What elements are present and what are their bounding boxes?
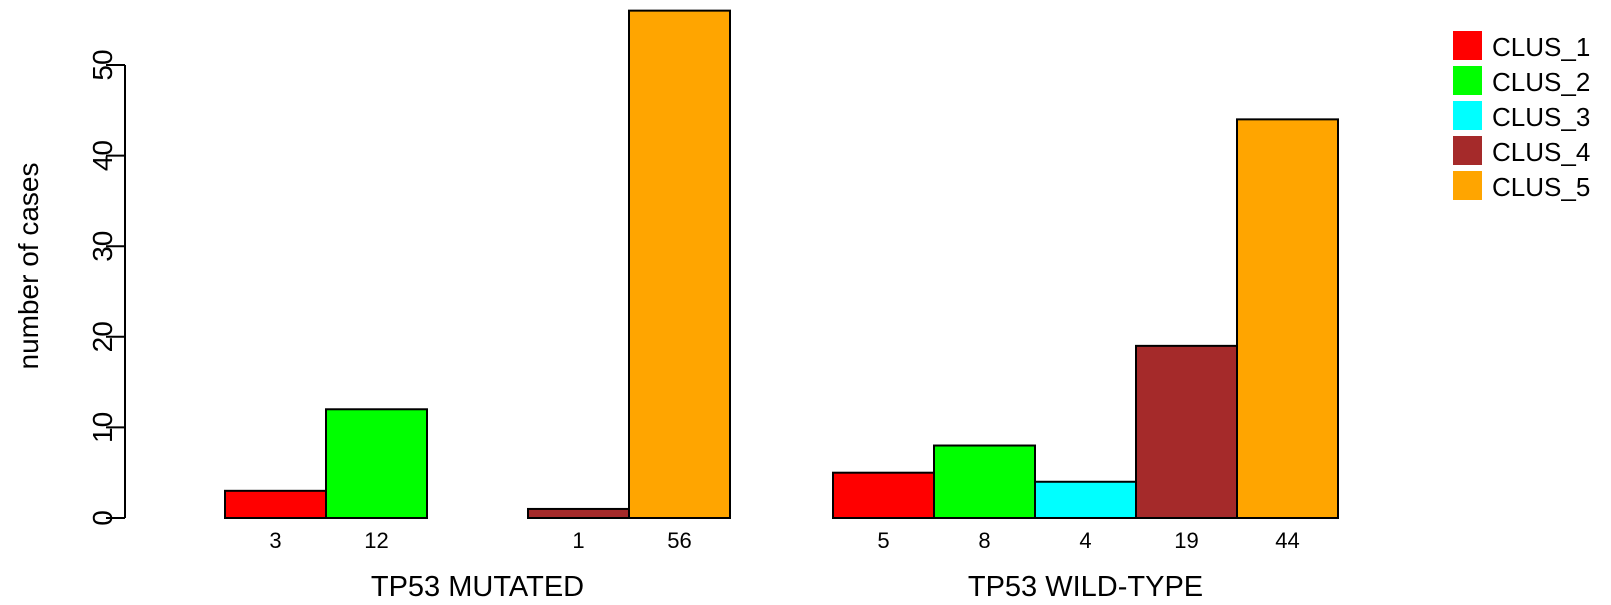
bar [1034, 480, 1137, 520]
y-tick-label: 30 [87, 231, 118, 262]
bar-value-label: 8 [978, 528, 990, 553]
bar-value-label: 4 [1079, 528, 1091, 553]
legend-label: CLUS_4 [1492, 137, 1590, 167]
bar-value-label: 44 [1275, 528, 1299, 553]
bar [527, 507, 630, 520]
y-tick-label: 50 [87, 49, 118, 80]
bar-value-label: 5 [877, 528, 889, 553]
bar [1135, 344, 1238, 519]
bar [325, 408, 428, 519]
bar [224, 489, 327, 520]
legend-label: CLUS_2 [1492, 67, 1590, 97]
legend: CLUS_1 CLUS_2 CLUS_3 CLUS_4 CLUS_5 [1453, 31, 1590, 202]
group-labels: TP53 MUTATED TP53 WILD-TYPE [371, 571, 1203, 603]
bar-value-label: 3 [269, 528, 281, 553]
legend-swatch [1453, 66, 1482, 95]
y-ticks: 0 10 20 30 40 50 [87, 49, 125, 526]
legend-swatch [1453, 101, 1482, 130]
bar-value-label: 19 [1174, 528, 1198, 553]
bar-labels: 3 12 1 56 5 8 4 19 44 [269, 528, 1299, 553]
legend-label: CLUS_1 [1492, 32, 1590, 62]
legend-label: CLUS_3 [1492, 102, 1590, 132]
legend-swatch [1453, 136, 1482, 165]
bar-value-label: 56 [667, 528, 691, 553]
bar-value-label: 12 [364, 528, 388, 553]
bar [933, 444, 1036, 519]
group-label: TP53 MUTATED [371, 571, 584, 600]
bar [832, 471, 935, 520]
group-label: TP53 WILD-TYPE [968, 571, 1203, 600]
bar [628, 9, 731, 519]
y-axis-label: number of cases [13, 163, 44, 370]
y-tick-label: 20 [87, 321, 118, 352]
y-tick-label: 10 [87, 412, 118, 443]
legend-label: CLUS_5 [1492, 172, 1590, 202]
y-tick-label: 40 [87, 140, 118, 171]
bar-value-label: 1 [572, 528, 584, 553]
bar [1236, 118, 1339, 520]
y-tick-label: 0 [87, 510, 118, 526]
legend-swatch [1453, 171, 1482, 200]
bars [224, 9, 1339, 520]
legend-swatch [1453, 31, 1482, 60]
